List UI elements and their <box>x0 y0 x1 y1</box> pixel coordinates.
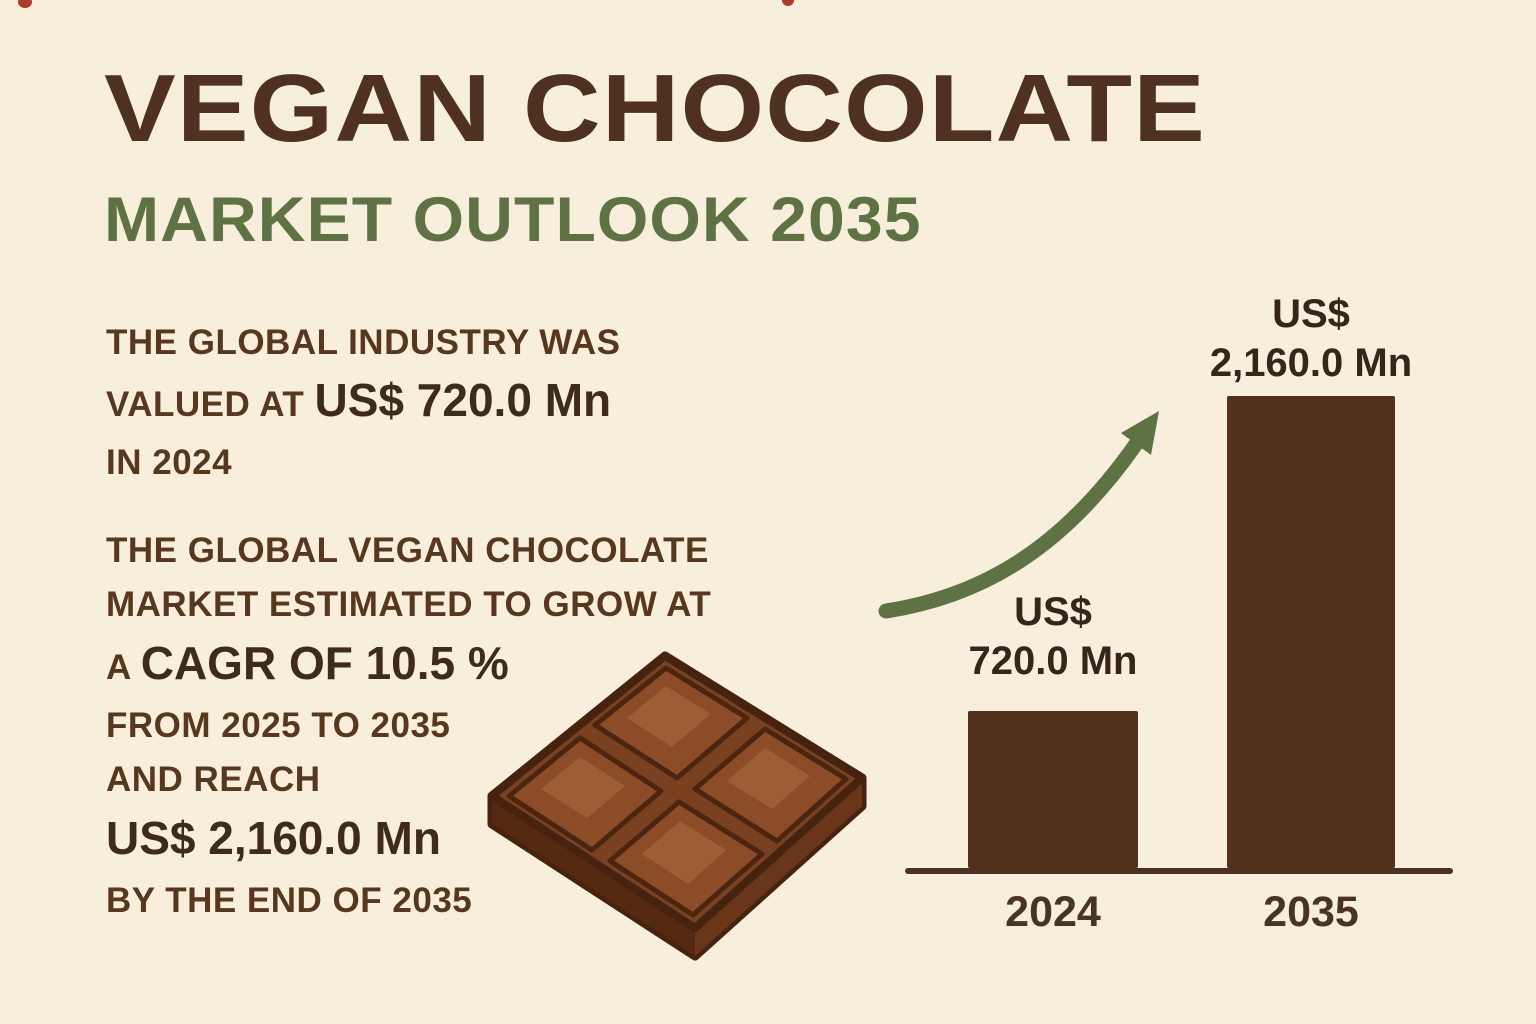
chocolate-square-top <box>642 821 726 884</box>
bar-2035 <box>1227 396 1395 868</box>
fact-block-2024-value: THE GLOBAL INDUSTRY WAS VALUED AT US$ 72… <box>106 316 621 489</box>
bar-value-currency: US$ <box>1014 590 1092 634</box>
x-axis-label-2035: 2035 <box>1263 888 1359 936</box>
bar-value-amount: 2,160.0 Mn <box>1209 341 1413 385</box>
fact1-line2-text: VALUED AT <box>106 385 305 424</box>
chocolate-side-right <box>695 778 862 956</box>
fact1-line1: THE GLOBAL INDUSTRY WAS <box>106 323 621 362</box>
x-axis-line <box>905 868 1453 874</box>
fact1-line2: VALUED AT US$ 720.0 Mn <box>106 369 621 436</box>
fact2-cagr-value: CAGR OF 10.5 % <box>140 637 509 689</box>
chocolate-bar-illustration <box>487 651 867 961</box>
fact2-line2: MARKET ESTIMATED TO GROW AT <box>106 585 712 624</box>
fact2-line6: US$ 2,160.0 Mn <box>106 807 711 874</box>
fact2-line5: AND REACH <box>106 760 321 799</box>
growth-arrow-shaft <box>878 436 1144 619</box>
chocolate-square-top <box>727 748 810 809</box>
decorative-speck <box>782 0 794 6</box>
growth-arrow-head <box>1121 411 1159 455</box>
fact2-line3: A CAGR OF 10.5 % <box>106 632 711 699</box>
fact2-line4: FROM 2025 TO 2035 <box>106 706 451 745</box>
chocolate-square-top <box>541 757 625 818</box>
fact1-value-720: US$ 720.0 Mn <box>314 374 612 426</box>
fact2-line3-text: A <box>106 648 131 687</box>
bar-value-currency: US$ <box>1272 292 1350 336</box>
bar-value-label-2024: US$ 720.0 Mn <box>918 588 1188 686</box>
page-title: VEGAN CHOCOLATE <box>104 55 1206 162</box>
fact-block-cagr-forecast: THE GLOBAL VEGAN CHOCOLATE MARKET ESTIMA… <box>106 524 711 928</box>
chocolate-side-left <box>492 796 695 956</box>
x-axis-label-2024: 2024 <box>1005 888 1101 936</box>
chocolate-square-top <box>627 686 711 747</box>
bar-value-label-2035: US$ 2,160.0 Mn <box>1176 290 1446 388</box>
growth-arrow-icon <box>878 411 1159 619</box>
decorative-speck <box>18 0 32 8</box>
bar-2024 <box>968 711 1138 868</box>
fact2-line1: THE GLOBAL VEGAN CHOCOLATE <box>106 531 709 570</box>
fact2-value-2160: US$ 2,160.0 Mn <box>106 812 441 864</box>
bar-value-amount: 720.0 Mn <box>968 639 1138 683</box>
page-subtitle: MARKET OUTLOOK 2035 <box>104 185 922 255</box>
chocolate-top-face <box>488 652 866 932</box>
fact2-line7: BY THE END OF 2035 <box>106 881 473 920</box>
fact1-line3: IN 2024 <box>106 443 233 482</box>
